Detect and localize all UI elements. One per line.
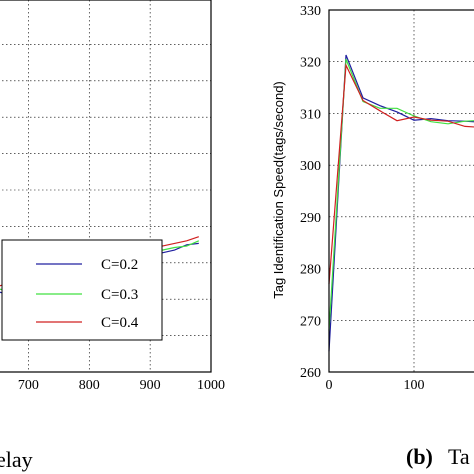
right-y-tick-label: 300: [300, 159, 321, 174]
legend: C=0.2 C=0.3 C=0.4: [1, 239, 163, 341]
left-grid: [0, 0, 212, 372]
right-y-tick-label: 310: [300, 107, 321, 122]
left-plot-frame: [0, 0, 212, 373]
right-caption-label: (b): [406, 444, 433, 469]
right-series-line-3: [328, 63, 474, 285]
legend-label-c03: C=0.3: [101, 287, 138, 303]
right-y-tick-label: 330: [300, 4, 321, 19]
right-caption-fragment: Ta: [448, 444, 470, 469]
right-y-tick-label: 320: [300, 56, 321, 71]
right-y-tick-label: 280: [300, 263, 321, 278]
right-series-line-2: [328, 58, 474, 331]
right-x-tick-label: 100: [404, 378, 425, 393]
legend-box: [1, 239, 163, 341]
left-ticks: 700 800 900 1000: [18, 378, 225, 393]
left-chart: 700 800 900 1000 C=0.2 C=0.3 C=0.4 elay: [0, 0, 225, 472]
right-ticks: 2602702802903003103203300100200: [300, 4, 425, 393]
right-y-tick-label: 290: [300, 211, 321, 226]
legend-label-c04: C=0.4: [101, 315, 139, 331]
left-x-tick-label: 1000: [197, 378, 225, 393]
legend-label-c02: C=0.2: [101, 257, 138, 273]
right-y-tick-label: 270: [300, 314, 321, 329]
right-grid: [329, 10, 474, 372]
right-x-tick-label: 0: [326, 378, 333, 393]
right-y-axis-title: Tag Identification Speed(tags/second): [271, 81, 286, 299]
right-series: [328, 54, 474, 352]
right-y-tick-label: 260: [300, 366, 321, 381]
left-x-tick-label: 800: [79, 378, 100, 393]
left-caption-fragment: elay: [0, 447, 33, 472]
right-chart: 2602702802903003103203300100200 Tag Iden…: [271, 4, 474, 469]
left-x-tick-label: 700: [18, 378, 39, 393]
right-series-line-1: [328, 54, 474, 352]
right-plot-frame: [328, 9, 474, 373]
left-x-tick-label: 900: [140, 378, 161, 393]
